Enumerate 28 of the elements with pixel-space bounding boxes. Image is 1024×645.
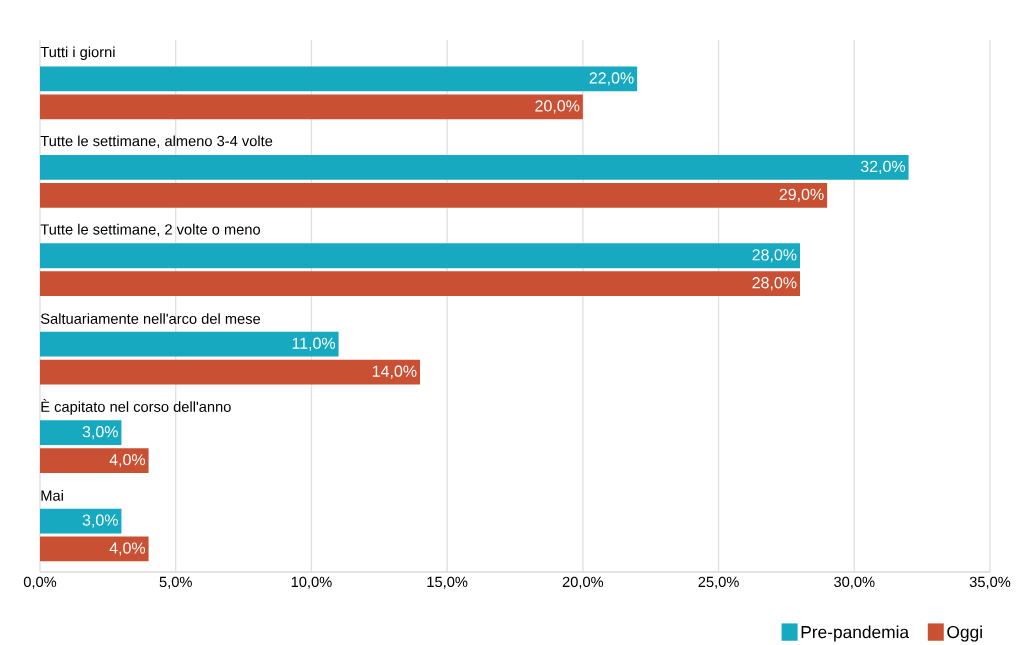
data-label: 22,0% xyxy=(589,72,634,86)
data-label: 29,0% xyxy=(779,188,824,202)
x-tick-label: 25,0% xyxy=(698,576,739,589)
data-label: 28,0% xyxy=(752,249,797,263)
data-label: 28,0% xyxy=(752,277,797,291)
data-label: 3,0% xyxy=(82,514,118,528)
y-tick-label: Saltuariamente nell'arco del mese xyxy=(40,313,261,324)
x-tick-label: 20,0% xyxy=(562,576,604,589)
x-tick-label: 30,0% xyxy=(834,576,875,589)
y-tick-label: Tutte le settimane, 2 volte o meno xyxy=(40,223,260,237)
data-label: 3,0% xyxy=(82,426,118,440)
data-label: 14,0% xyxy=(372,365,417,379)
data-label: 20,0% xyxy=(535,100,580,114)
y-tick-label: Tutte le settimane, almeno 3-4 volte xyxy=(40,135,273,148)
x-tick-label: 15,0% xyxy=(427,576,468,589)
x-tick-label: 5,0% xyxy=(159,576,192,589)
y-tick-label: Mai xyxy=(41,490,63,501)
legend-label: Pre-pandemia xyxy=(801,625,910,642)
x-tick-label: 10,0% xyxy=(291,576,332,589)
data-label: 4,0% xyxy=(109,542,146,556)
x-tick-label: 0,0% xyxy=(23,576,57,589)
x-tick-label: 35,0% xyxy=(969,576,1011,589)
y-tick-label: Tutti i giorni xyxy=(40,46,115,61)
data-label: 4,0% xyxy=(109,453,146,468)
data-label: 11,0% xyxy=(292,337,336,351)
y-tick-label: È capitato nel corso dell'anno xyxy=(41,399,231,415)
legend-label: Oggi xyxy=(947,625,982,642)
data-label: 32,0% xyxy=(860,160,906,174)
